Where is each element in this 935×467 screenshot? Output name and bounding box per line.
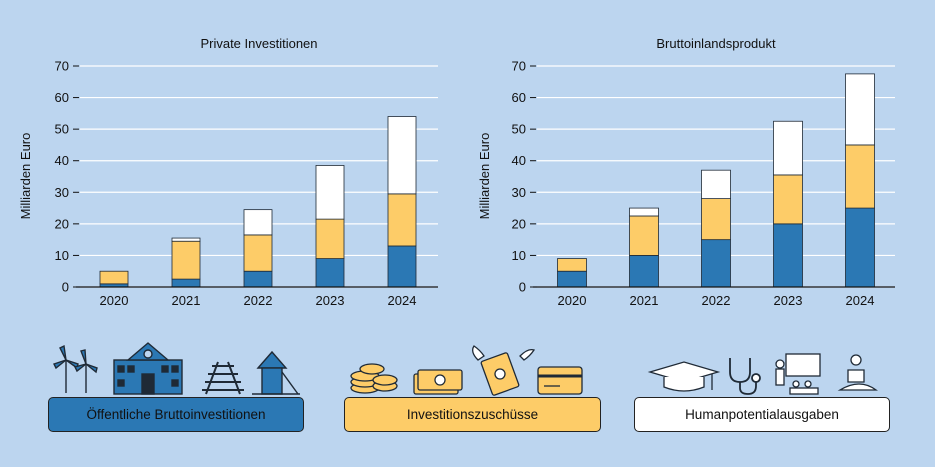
bar-segment-2	[845, 144, 875, 209]
bar-segment-3	[243, 209, 273, 236]
chart-bruttoinlandsprodukt: Bruttoinlandsprodukt Milliarden Euro 0 10 20…	[477, 36, 895, 308]
y-tick-label: 0	[62, 280, 69, 295]
railway-track-icon	[202, 361, 244, 395]
bar-segment-2	[701, 198, 731, 241]
y-tick-label: 60	[512, 90, 526, 105]
x-tick-label: 2022	[244, 293, 273, 308]
x-tick-label: 2024	[846, 293, 875, 308]
bar-segment-2	[773, 174, 803, 225]
bar-segment-3	[845, 73, 875, 146]
flying-money-icon	[472, 345, 536, 396]
y-tick-label: 30	[512, 185, 526, 200]
credit-card-icon	[537, 366, 583, 395]
bar-segment-3	[773, 120, 803, 176]
legend-oeffentliche-bruttoinvestitionen: Öffentliche Bruttoinvestitionen	[48, 397, 304, 432]
x-tick-label: 2021	[172, 293, 201, 308]
banknotes-icon	[413, 369, 463, 395]
bar-segment-1	[243, 270, 273, 288]
bar-segment-2	[315, 218, 345, 259]
legend-investitionszuschuesse: Investitionszuschüsse	[344, 397, 601, 432]
legend-humanpotentialausgaben: Humanpotentialausgaben	[634, 397, 890, 432]
y-tick-label: 10	[55, 248, 69, 263]
legend-label: Humanpotentialausgaben	[685, 407, 839, 422]
chart-private-investitionen: Private Investitionen Milliarden Euro 0 10 2…	[18, 36, 438, 308]
x-tick-label: 2020	[558, 293, 587, 308]
bar-segment-2	[171, 240, 201, 280]
y-tick-label: 70	[55, 59, 69, 74]
y-axis-label: Milliarden Euro	[18, 133, 33, 220]
chart-title: Private Investitionen	[200, 36, 317, 51]
y-tick-label: 0	[519, 280, 526, 295]
bar-segment-1	[315, 258, 345, 288]
stethoscope-icon	[729, 358, 761, 395]
bar-segment-3	[171, 237, 201, 242]
bar-segment-3	[701, 169, 731, 200]
bar-segment-2	[387, 193, 417, 247]
caregiver-icon	[837, 354, 878, 391]
x-tick-label: 2024	[388, 293, 417, 308]
y-tick-label: 30	[55, 185, 69, 200]
legend-label: Öffentliche Bruttoinvestitionen	[86, 407, 266, 422]
bar-segment-1	[171, 278, 201, 288]
x-tick-label: 2022	[702, 293, 731, 308]
playground-icon	[252, 350, 300, 395]
coins-icon	[350, 363, 398, 394]
x-tick-label: 2021	[630, 293, 659, 308]
bar-segment-1	[557, 270, 587, 288]
bar-segment-2	[629, 215, 659, 256]
school-building-icon	[113, 342, 183, 395]
y-tick-label: 70	[512, 59, 526, 74]
y-tick-label: 10	[512, 248, 526, 263]
bar-segment-2	[557, 258, 587, 272]
y-tick-label: 50	[55, 122, 69, 137]
y-tick-label: 60	[55, 90, 69, 105]
y-tick-label: 20	[55, 216, 69, 231]
bar-segment-1	[387, 245, 417, 288]
bar-segment-3	[315, 165, 345, 220]
y-tick-label: 50	[512, 122, 526, 137]
y-axis-label: Milliarden Euro	[477, 133, 492, 220]
bar-segment-1	[629, 255, 659, 288]
x-tick-label: 2020	[100, 293, 129, 308]
bar-segment-1	[845, 207, 875, 288]
bar-segment-3	[629, 207, 659, 217]
x-tick-label: 2023	[316, 293, 345, 308]
bar-segment-3	[387, 116, 417, 195]
y-tick-label: 20	[512, 216, 526, 231]
wind-turbine-icon	[53, 344, 98, 393]
bar-segment-2	[243, 234, 273, 272]
bar-segment-1	[773, 223, 803, 288]
teacher-icon	[775, 353, 821, 395]
y-tick-label: 40	[55, 153, 69, 168]
graduation-cap-icon	[647, 361, 721, 392]
chart-title: Bruttoinlandsprodukt	[656, 36, 776, 51]
bar-segment-2	[99, 270, 129, 285]
x-tick-label: 2023	[774, 293, 803, 308]
legend-label: Investitionszuschüsse	[406, 407, 539, 422]
bar-segment-1	[701, 239, 731, 288]
y-tick-label: 40	[512, 153, 526, 168]
